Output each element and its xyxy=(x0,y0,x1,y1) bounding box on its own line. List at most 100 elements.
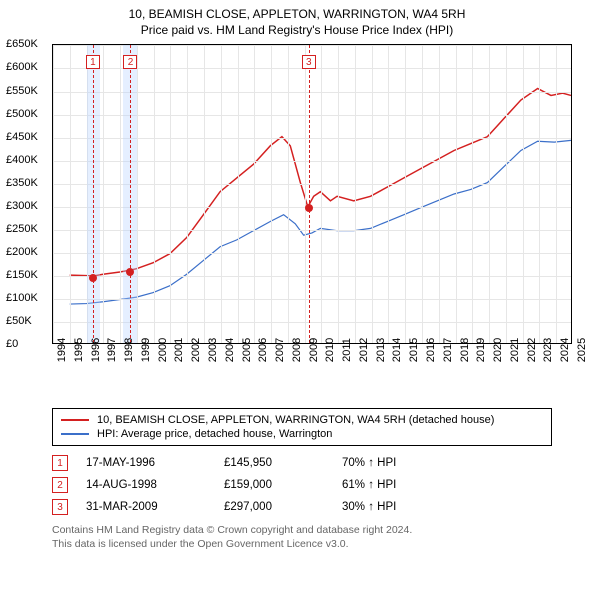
title-line-1: 10, BEAMISH CLOSE, APPLETON, WARRINGTON,… xyxy=(6,6,588,22)
event-price: £145,950 xyxy=(224,457,324,469)
gridline-v xyxy=(154,45,155,343)
gridline-v xyxy=(254,45,255,343)
x-tick-label: 2020 xyxy=(492,338,504,362)
gridline-v xyxy=(422,45,423,343)
gridline-v xyxy=(288,45,289,343)
price-chart: 123 £0£50K£100K£150K£200K£250K£300K£350K… xyxy=(6,40,574,380)
legend-item: HPI: Average price, detached house, Warr… xyxy=(61,427,543,441)
gridline-v xyxy=(137,45,138,343)
x-tick-label: 2000 xyxy=(157,338,169,362)
gridline-v xyxy=(372,45,373,343)
series-property xyxy=(70,89,571,277)
x-tick-label: 2025 xyxy=(576,338,588,362)
x-tick-label: 2005 xyxy=(241,338,253,362)
gridline-v xyxy=(506,45,507,343)
y-tick-label: £100K xyxy=(6,292,38,304)
gridline-v xyxy=(321,45,322,343)
legend-swatch xyxy=(61,419,89,421)
y-tick-label: £400K xyxy=(6,154,38,166)
gridline-v xyxy=(170,45,171,343)
x-tick-label: 2001 xyxy=(173,338,185,362)
event-marker-dot xyxy=(126,268,134,276)
gridline-v xyxy=(271,45,272,343)
x-tick-label: 2010 xyxy=(324,338,336,362)
gridline-v xyxy=(439,45,440,343)
y-tick-label: £300K xyxy=(6,200,38,212)
event-pct: 61% ↑ HPI xyxy=(342,479,452,491)
event-date: 17-MAY-1996 xyxy=(86,457,206,469)
gridline-v xyxy=(539,45,540,343)
gridline-v xyxy=(221,45,222,343)
y-tick-label: £250K xyxy=(6,223,38,235)
y-tick-label: £350K xyxy=(6,177,38,189)
gridline-v xyxy=(305,45,306,343)
event-row: 331-MAR-2009£297,00030% ↑ HPI xyxy=(52,496,584,518)
y-tick-label: £500K xyxy=(6,108,38,120)
gridline-v xyxy=(489,45,490,343)
legend-label: 10, BEAMISH CLOSE, APPLETON, WARRINGTON,… xyxy=(97,414,494,426)
event-line xyxy=(93,45,94,343)
legend: 10, BEAMISH CLOSE, APPLETON, WARRINGTON,… xyxy=(52,408,552,446)
x-tick-label: 2019 xyxy=(475,338,487,362)
event-marker-dot xyxy=(89,274,97,282)
event-number-box: 1 xyxy=(52,455,68,471)
x-tick-label: 1994 xyxy=(56,338,68,362)
x-tick-label: 2021 xyxy=(509,338,521,362)
x-tick-label: 2011 xyxy=(341,339,353,363)
gridline-v xyxy=(70,45,71,343)
event-row: 1 17-MAY-1996 £145,950 70% ↑ HPI xyxy=(52,452,584,474)
gridline-v xyxy=(204,45,205,343)
x-tick-label: 1997 xyxy=(106,338,118,362)
footer-line-2: This data is licensed under the Open Gov… xyxy=(52,538,584,552)
x-tick-label: 2013 xyxy=(375,338,387,362)
gridline-v xyxy=(456,45,457,343)
y-tick-label: £600K xyxy=(6,61,38,73)
gridline-v xyxy=(103,45,104,343)
y-tick-label: £550K xyxy=(6,85,38,97)
event-price: £159,000 xyxy=(224,479,324,491)
legend-swatch xyxy=(61,433,89,435)
event-pct: 30% ↑ HPI xyxy=(342,501,452,513)
event-number-box: 2 xyxy=(52,477,68,493)
title-line-2: Price paid vs. HM Land Registry's House … xyxy=(6,22,588,38)
y-tick-label: £200K xyxy=(6,246,38,258)
legend-item: 10, BEAMISH CLOSE, APPLETON, WARRINGTON,… xyxy=(61,413,543,427)
x-tick-label: 1999 xyxy=(140,338,152,362)
event-date: 31-MAR-2009 xyxy=(86,501,206,513)
event-marker-dot xyxy=(305,204,313,212)
gridline-v xyxy=(388,45,389,343)
x-tick-label: 2016 xyxy=(425,338,437,362)
gridline-v xyxy=(187,45,188,343)
event-row: 2 14-AUG-1998 £159,000 61% ↑ HPI xyxy=(52,474,584,496)
gridline-v xyxy=(120,45,121,343)
event-marker-box: 1 xyxy=(86,55,100,69)
event-line xyxy=(130,45,131,343)
legend-label: HPI: Average price, detached house, Warr… xyxy=(97,428,332,440)
event-date: 14-AUG-1998 xyxy=(86,479,206,491)
x-tick-label: 2008 xyxy=(291,338,303,362)
x-tick-label: 2015 xyxy=(408,338,420,362)
y-tick-label: £650K xyxy=(6,38,38,50)
event-marker-box: 2 xyxy=(123,55,137,69)
x-tick-label: 2022 xyxy=(526,338,538,362)
gridline-v xyxy=(556,45,557,343)
x-tick-label: 2017 xyxy=(442,338,454,362)
event-number-box: 3 xyxy=(52,499,68,515)
x-tick-label: 2004 xyxy=(224,338,236,362)
footer-line-1: Contains HM Land Registry data © Crown c… xyxy=(52,524,584,538)
x-tick-label: 2007 xyxy=(274,338,286,362)
x-tick-label: 2023 xyxy=(542,338,554,362)
x-tick-label: 2002 xyxy=(190,338,202,362)
x-tick-label: 2006 xyxy=(257,338,269,362)
x-tick-label: 1996 xyxy=(90,338,102,362)
event-line xyxy=(309,45,310,343)
x-tick-label: 1995 xyxy=(73,338,85,362)
events-table: 1 17-MAY-1996 £145,950 70% ↑ HPI 2 14-AUG-199… xyxy=(52,452,584,518)
gridline-v xyxy=(355,45,356,343)
gridline-v xyxy=(338,45,339,343)
gridline-v xyxy=(53,45,54,343)
event-pct: 70% ↑ HPI xyxy=(342,457,452,469)
event-marker-box: 3 xyxy=(302,55,316,69)
y-tick-label: £50K xyxy=(6,315,32,327)
x-tick-label: 2003 xyxy=(207,338,219,362)
